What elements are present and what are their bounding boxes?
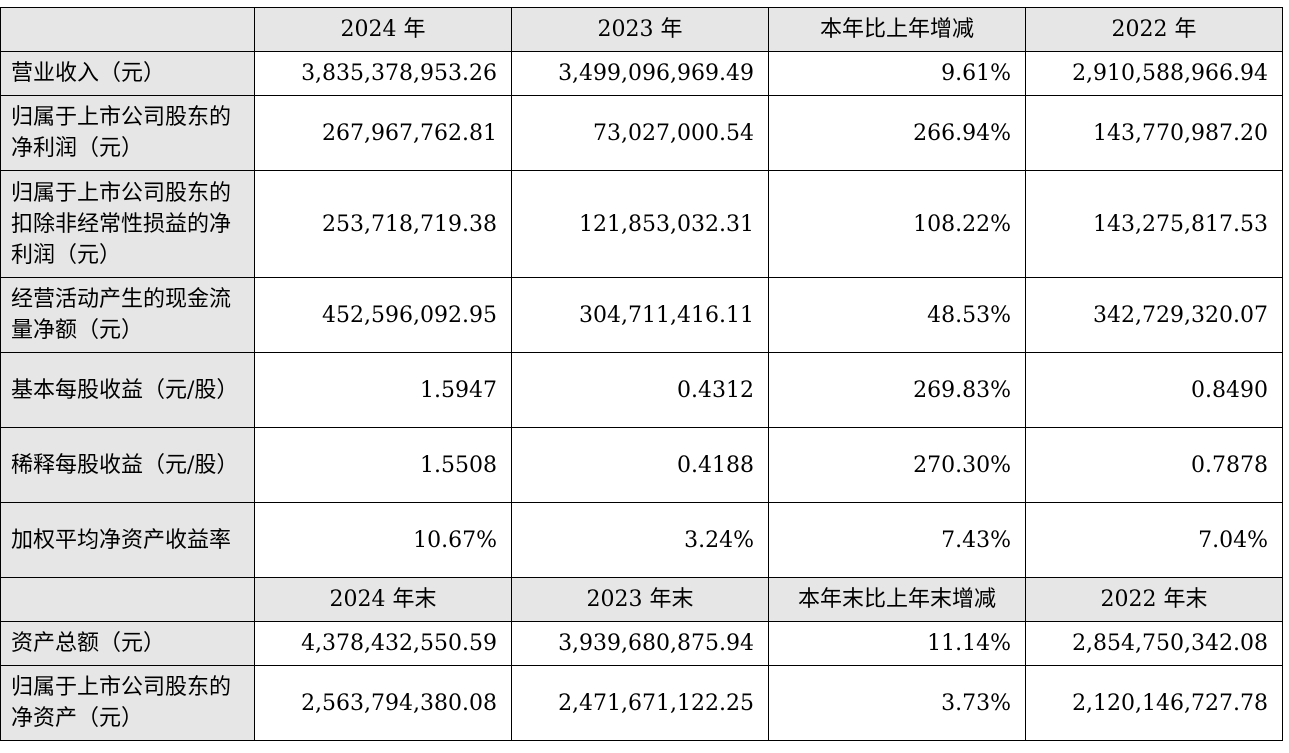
- table-row: 归属于上市公司股东的净利润（元） 267,967,762.81 73,027,0…: [0, 95, 1283, 171]
- row-label: 资产总额（元）: [0, 621, 255, 666]
- value-cell: 121,853,032.31: [511, 170, 769, 278]
- header-corner-cell: [0, 577, 255, 622]
- table-row: 归属于上市公司股东的扣除非经常性损益的净利润（元） 253,718,719.38…: [0, 170, 1283, 278]
- value-cell: 342,729,320.07: [1025, 277, 1283, 353]
- financial-summary-table: 2024 年 2023 年 本年比上年增减 2022 年 营业收入（元） 3,8…: [0, 7, 1283, 741]
- row-label: 加权平均净资产收益率: [0, 502, 255, 578]
- financial-table-container: 2024 年 2023 年 本年比上年增减 2022 年 营业收入（元） 3,8…: [0, 7, 1283, 741]
- value-cell: 2,854,750,342.08: [1025, 621, 1283, 666]
- table-row: 归属于上市公司股东的净资产（元） 2,563,794,380.08 2,471,…: [0, 665, 1283, 741]
- value-cell: 253,718,719.38: [254, 170, 512, 278]
- value-cell: 10.67%: [254, 502, 512, 578]
- value-cell: 11.14%: [768, 621, 1026, 666]
- row-label: 归属于上市公司股东的扣除非经常性损益的净利润（元）: [0, 170, 255, 278]
- value-cell: 1.5508: [254, 427, 512, 503]
- value-cell: 3.24%: [511, 502, 769, 578]
- value-cell: 270.30%: [768, 427, 1026, 503]
- header-cell: 2022 年: [1025, 7, 1283, 52]
- header-cell: 本年末比上年末增减: [768, 577, 1026, 622]
- row-label: 归属于上市公司股东的净资产（元）: [0, 665, 255, 741]
- value-cell: 3.73%: [768, 665, 1026, 741]
- header-cell: 2023 年末: [511, 577, 769, 622]
- table-row: 加权平均净资产收益率 10.67% 3.24% 7.43% 7.04%: [0, 502, 1283, 578]
- row-label: 营业收入（元）: [0, 51, 255, 96]
- row-label: 归属于上市公司股东的净利润（元）: [0, 95, 255, 171]
- value-cell: 2,471,671,122.25: [511, 665, 769, 741]
- table-row: 基本每股收益（元/股） 1.5947 0.4312 269.83% 0.8490: [0, 352, 1283, 428]
- value-cell: 1.5947: [254, 352, 512, 428]
- value-cell: 3,835,378,953.26: [254, 51, 512, 96]
- header-cell: 2024 年: [254, 7, 512, 52]
- value-cell: 108.22%: [768, 170, 1026, 278]
- header-cell: 2023 年: [511, 7, 769, 52]
- value-cell: 2,563,794,380.08: [254, 665, 512, 741]
- row-label: 经营活动产生的现金流量净额（元）: [0, 277, 255, 353]
- row-label: 基本每股收益（元/股）: [0, 352, 255, 428]
- table-row: 资产总额（元） 4,378,432,550.59 3,939,680,875.9…: [0, 621, 1283, 666]
- header-corner-cell: [0, 7, 255, 52]
- header-cell: 本年比上年增减: [768, 7, 1026, 52]
- value-cell: 7.43%: [768, 502, 1026, 578]
- value-cell: 143,275,817.53: [1025, 170, 1283, 278]
- value-cell: 4,378,432,550.59: [254, 621, 512, 666]
- value-cell: 9.61%: [768, 51, 1026, 96]
- value-cell: 0.7878: [1025, 427, 1283, 503]
- value-cell: 0.8490: [1025, 352, 1283, 428]
- table-row: 经营活动产生的现金流量净额（元） 452,596,092.95 304,711,…: [0, 277, 1283, 353]
- value-cell: 452,596,092.95: [254, 277, 512, 353]
- value-cell: 73,027,000.54: [511, 95, 769, 171]
- value-cell: 0.4312: [511, 352, 769, 428]
- value-cell: 266.94%: [768, 95, 1026, 171]
- value-cell: 3,499,096,969.49: [511, 51, 769, 96]
- value-cell: 304,711,416.11: [511, 277, 769, 353]
- row-label: 稀释每股收益（元/股）: [0, 427, 255, 503]
- value-cell: 7.04%: [1025, 502, 1283, 578]
- header-cell: 2022 年末: [1025, 577, 1283, 622]
- value-cell: 0.4188: [511, 427, 769, 503]
- table-row: 稀释每股收益（元/股） 1.5508 0.4188 270.30% 0.7878: [0, 427, 1283, 503]
- value-cell: 48.53%: [768, 277, 1026, 353]
- value-cell: 2,120,146,727.78: [1025, 665, 1283, 741]
- value-cell: 269.83%: [768, 352, 1026, 428]
- value-cell: 143,770,987.20: [1025, 95, 1283, 171]
- value-cell: 3,939,680,875.94: [511, 621, 769, 666]
- value-cell: 267,967,762.81: [254, 95, 512, 171]
- header-cell: 2024 年末: [254, 577, 512, 622]
- header-row-years: 2024 年 2023 年 本年比上年增减 2022 年: [0, 7, 1283, 52]
- value-cell: 2,910,588,966.94: [1025, 51, 1283, 96]
- table-row: 营业收入（元） 3,835,378,953.26 3,499,096,969.4…: [0, 51, 1283, 96]
- header-row-year-end: 2024 年末 2023 年末 本年末比上年末增减 2022 年末: [0, 577, 1283, 622]
